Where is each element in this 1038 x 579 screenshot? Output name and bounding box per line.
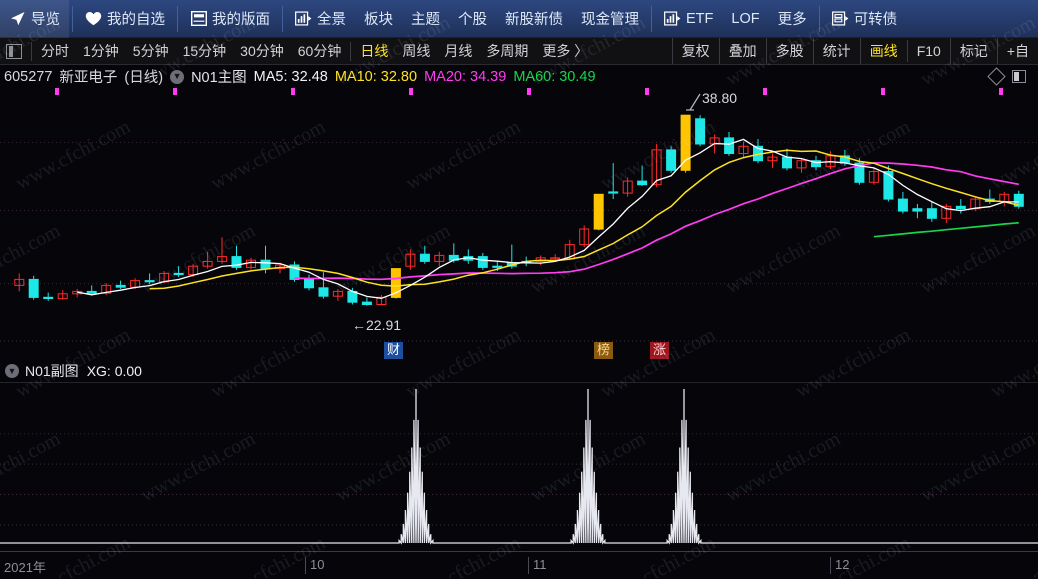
period-8[interactable]: 月线 bbox=[444, 43, 473, 59]
period-toolbar: 分时 1分钟 5分钟 15分钟 30分钟 60分钟 日线 周线 月线 多周期 更多 〉 复权 叠加 多股… bbox=[0, 38, 1038, 65]
nav-item-1[interactable]: 我的自选 bbox=[76, 0, 174, 38]
nav-item-label: 现金管理 bbox=[581, 12, 639, 28]
top-navigation-bar: 导览 我的自选 我的版面 全景 板块 主题 个股 新股新债 现金管理 ETF LOF 更多 可转债 bbox=[0, 0, 1038, 38]
nav-item-9[interactable]: ETF bbox=[655, 0, 722, 38]
bar-chart-icon bbox=[664, 10, 681, 27]
stock-code: 605277 bbox=[4, 68, 53, 85]
nav-item-6[interactable]: 个股 bbox=[449, 0, 496, 38]
tool-7[interactable]: +自 bbox=[996, 38, 1038, 64]
nav-item-4[interactable]: 板块 bbox=[355, 0, 402, 38]
nav-item-12[interactable]: 可转债 bbox=[823, 0, 907, 38]
subchart-header: ▼ N01副图 XG: 0.00 bbox=[0, 360, 1038, 382]
axis-label-0: 2021年 bbox=[4, 560, 46, 575]
nav-divider bbox=[651, 5, 652, 32]
nav-item-label: 板块 bbox=[364, 12, 393, 28]
bond-icon bbox=[831, 10, 849, 27]
nav-item-label: 我的版面 bbox=[212, 12, 270, 28]
candlestick-canvas bbox=[0, 88, 1038, 342]
period-9[interactable]: 多周期 bbox=[486, 43, 529, 59]
period-10[interactable]: 更多 〉 bbox=[542, 43, 589, 59]
heart-icon bbox=[85, 10, 102, 27]
high-price-annotation: 38.80 bbox=[702, 90, 738, 106]
chevron-down-icon[interactable]: ▼ bbox=[170, 69, 185, 84]
limitup-badge[interactable]: 涨 bbox=[650, 342, 670, 359]
nav-item-label: ETF bbox=[686, 10, 714, 27]
period-5[interactable]: 60分钟 bbox=[297, 43, 342, 59]
nav-divider bbox=[818, 5, 820, 32]
tool-6[interactable]: 标记 bbox=[949, 38, 997, 64]
tool-0[interactable]: 复权 bbox=[671, 38, 719, 64]
stock-name: 新亚电子 bbox=[59, 70, 118, 86]
time-axis: 2021年 10 11 12 bbox=[0, 551, 1038, 579]
stock-info-row: 605277 新亚电子 (日线) ▼ N01主图 MA5: 32.48 MA10… bbox=[0, 65, 1038, 88]
period-3[interactable]: 15分钟 bbox=[182, 43, 227, 59]
nav-item-label: 主题 bbox=[411, 12, 440, 28]
nav-item-7[interactable]: 新股新债 bbox=[496, 0, 572, 38]
finance-badge[interactable]: 财 bbox=[384, 342, 404, 359]
period-1[interactable]: 1分钟 bbox=[83, 43, 119, 59]
nav-item-2[interactable]: 我的版面 bbox=[181, 0, 279, 38]
nav-item-5[interactable]: 主题 bbox=[402, 0, 449, 38]
tool-1[interactable]: 叠加 bbox=[718, 38, 766, 64]
axis-label-3: 12 bbox=[830, 557, 849, 574]
nav-item-label: 新股新债 bbox=[505, 12, 563, 28]
axis-label-1: 10 bbox=[305, 557, 324, 574]
nav-item-label: 我的自选 bbox=[107, 12, 165, 28]
nav-item-label: LOF bbox=[731, 10, 760, 27]
period-7[interactable]: 周线 bbox=[402, 43, 431, 59]
period-4[interactable]: 30分钟 bbox=[240, 43, 284, 59]
xg-value: XG: 0.00 bbox=[86, 363, 142, 379]
tool-4[interactable]: 画线 bbox=[859, 38, 907, 64]
nav-item-label: 导览 bbox=[31, 12, 60, 28]
nav-item-label: 全景 bbox=[317, 12, 346, 28]
nav-divider bbox=[177, 5, 178, 32]
nav-divider bbox=[72, 5, 73, 32]
rank-badge[interactable]: 榜 bbox=[594, 342, 614, 359]
navigate-icon bbox=[9, 10, 26, 27]
nav-item-0[interactable]: 导览 bbox=[0, 0, 69, 38]
nav-item-8[interactable]: 现金管理 bbox=[572, 0, 648, 38]
panel-toggle-icon[interactable] bbox=[6, 43, 22, 59]
bar-chart-icon bbox=[295, 10, 312, 27]
diamond-icon[interactable] bbox=[987, 67, 1006, 86]
sub-indicator-name[interactable]: N01副图 bbox=[25, 363, 79, 379]
main-indicator-name[interactable]: N01主图 bbox=[191, 70, 247, 86]
tool-5[interactable]: F10 bbox=[906, 40, 950, 62]
period-label: (日线) bbox=[124, 70, 164, 86]
period-6[interactable]: 日线 bbox=[360, 43, 389, 59]
tool-3[interactable]: 统计 bbox=[812, 38, 860, 64]
main-candlestick-chart[interactable] bbox=[0, 88, 1038, 360]
toolbar-divider bbox=[350, 41, 352, 61]
nav-item-label: 个股 bbox=[458, 12, 487, 28]
tool-2[interactable]: 多股 bbox=[765, 38, 813, 64]
period-0[interactable]: 分时 bbox=[41, 43, 69, 59]
layout-icon bbox=[190, 10, 207, 27]
nav-item-10[interactable]: LOF bbox=[722, 0, 768, 38]
nav-item-label: 更多 bbox=[777, 12, 807, 28]
nav-item-11[interactable]: 更多 bbox=[769, 0, 816, 38]
ma60-value: MA60: 30.49 bbox=[513, 68, 596, 85]
period-2[interactable]: 5分钟 bbox=[132, 43, 169, 59]
nav-item-3[interactable]: 全景 bbox=[286, 0, 355, 38]
ma10-value: MA10: 32.80 bbox=[334, 68, 418, 85]
xg-canvas bbox=[0, 389, 1038, 545]
nav-item-label: 可转债 bbox=[853, 12, 898, 28]
ma5-value: MA5: 32.48 bbox=[253, 68, 328, 85]
panel-layout-icon[interactable] bbox=[1012, 70, 1026, 83]
toolbar-divider bbox=[31, 41, 32, 61]
subchart-xg[interactable] bbox=[0, 382, 1038, 552]
low-price-annotation: ←22.91 bbox=[352, 317, 402, 333]
ma20-value: MA20: 34.39 bbox=[424, 68, 507, 85]
axis-label-2: 11 bbox=[528, 557, 547, 574]
chevron-down-icon-sub[interactable]: ▼ bbox=[5, 364, 19, 378]
nav-divider bbox=[282, 5, 283, 32]
